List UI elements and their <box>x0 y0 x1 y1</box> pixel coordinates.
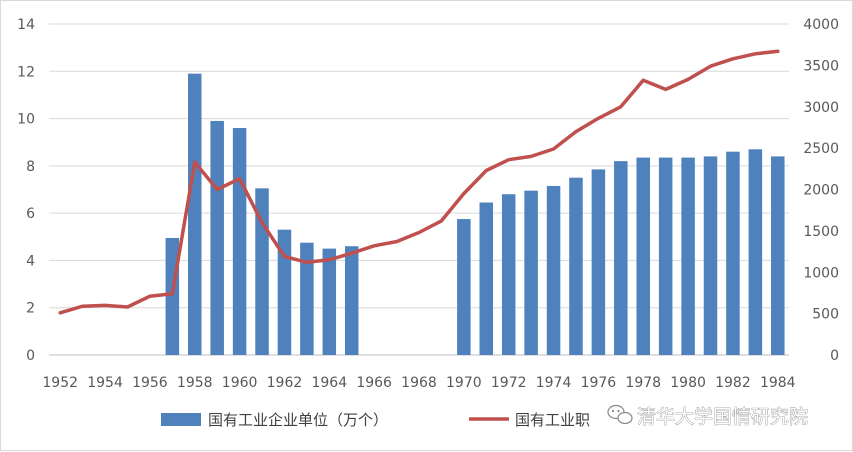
bar <box>591 169 606 355</box>
x-axis-ticks: 1952 1954 1956 1958 1960 1962 1964 1966 1968 1970… <box>42 375 795 391</box>
right-tick-label: 0 <box>830 348 839 364</box>
right-axis-ticks: 0 500 1000 1500 2000 2500 3000 3500 4000 <box>803 17 839 364</box>
bar <box>524 190 538 355</box>
x-tick-label: 1970 <box>446 375 482 391</box>
left-tick-label: 14 <box>17 17 35 33</box>
bar <box>210 120 224 355</box>
legend: 国有工业企业单位（万个） 国有工业职 <box>161 411 590 429</box>
bar <box>658 157 673 355</box>
left-tick-label: 2 <box>26 301 35 317</box>
left-tick-label: 6 <box>26 206 35 222</box>
bar <box>501 194 516 355</box>
bar <box>277 229 292 355</box>
bar <box>546 185 561 355</box>
x-tick-label: 1962 <box>267 375 303 391</box>
x-tick-label: 1984 <box>760 375 796 391</box>
x-tick-label: 1964 <box>311 375 347 391</box>
legend-swatch-bar <box>161 413 201 426</box>
watermark: 清华大学国情研究院 <box>607 404 808 428</box>
right-tick-label: 500 <box>812 307 839 323</box>
right-tick-label: 1500 <box>803 224 839 240</box>
bar <box>300 242 314 355</box>
x-tick-label: 1972 <box>491 375 527 391</box>
bar <box>636 157 650 355</box>
x-tick-label: 1982 <box>715 375 751 391</box>
bar <box>703 156 718 355</box>
legend-label-bar: 国有工业企业单位（万个） <box>208 411 388 429</box>
bar <box>188 73 202 356</box>
bar <box>748 149 763 355</box>
right-tick-label: 2500 <box>803 141 839 157</box>
watermark-text: 清华大学国情研究院 <box>637 406 808 428</box>
x-tick-label: 1980 <box>670 375 706 391</box>
bar <box>322 248 337 355</box>
left-tick-label: 0 <box>26 348 35 364</box>
bar <box>681 157 695 355</box>
left-tick-label: 12 <box>17 64 35 80</box>
bar <box>457 219 471 355</box>
x-tick-label: 1974 <box>536 375 572 391</box>
right-tick-label: 3000 <box>803 100 839 116</box>
x-tick-label: 1966 <box>356 375 392 391</box>
bar <box>479 202 494 355</box>
bar <box>344 246 359 355</box>
legend-label-line: 国有工业职 <box>515 411 590 429</box>
x-tick-label: 1958 <box>177 375 213 391</box>
right-tick-label: 3500 <box>803 58 839 74</box>
gridlines <box>49 23 789 356</box>
x-tick-label: 1968 <box>401 375 437 391</box>
left-tick-label: 10 <box>17 112 35 128</box>
right-tick-label: 4000 <box>803 17 839 33</box>
bar <box>569 177 583 355</box>
x-tick-label: 1956 <box>132 375 168 391</box>
right-tick-label: 2000 <box>803 183 839 199</box>
line-series <box>58 49 780 315</box>
x-tick-label: 1954 <box>87 375 123 391</box>
bar <box>165 237 180 355</box>
left-axis-ticks: 0 2 4 6 8 10 12 14 <box>17 17 35 364</box>
bar <box>232 128 247 355</box>
left-tick-label: 4 <box>26 253 35 269</box>
bar <box>614 161 628 355</box>
x-tick-label: 1952 <box>42 375 78 391</box>
left-tick-label: 8 <box>26 159 35 175</box>
bar <box>726 151 740 355</box>
bar <box>771 156 785 355</box>
series-line <box>58 49 780 315</box>
wechat-icon <box>607 404 633 425</box>
x-tick-label: 1960 <box>222 375 258 391</box>
right-tick-label: 1000 <box>803 265 839 281</box>
x-tick-label: 1978 <box>625 375 661 391</box>
x-tick-label: 1976 <box>581 375 617 391</box>
